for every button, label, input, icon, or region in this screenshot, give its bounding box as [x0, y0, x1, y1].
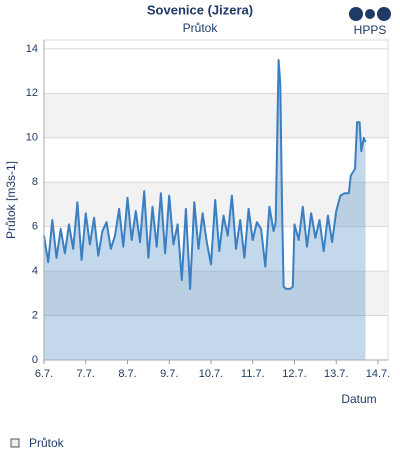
y-tick-label: 0: [32, 354, 38, 366]
area-fill: [44, 60, 366, 360]
chart-title: Sovenice (Jizera): [147, 2, 253, 17]
x-tick-label: 10.7.: [199, 368, 223, 380]
x-axis-label: Datum: [341, 392, 376, 406]
x-tick-label: 14.7.: [366, 368, 390, 380]
legend-label: Průtok: [29, 436, 65, 450]
y-axis-label: Průtok [m3s-1]: [4, 161, 18, 239]
logo-text: HPPS: [354, 23, 387, 37]
y-tick-label: 2: [32, 309, 38, 321]
logo: HPPS: [349, 7, 391, 37]
x-tick-label: 12.7.: [282, 368, 306, 380]
x-tick-label: 7.7.: [77, 368, 95, 380]
y-tick-label: 14: [26, 43, 38, 55]
x-tick-label: 13.7.: [324, 368, 348, 380]
grid-band: [44, 93, 388, 138]
x-tick-label: 11.7.: [241, 368, 265, 380]
x-tick-label: 6.7.: [35, 368, 53, 380]
y-tick-label: 6: [32, 221, 38, 233]
y-tick-label: 8: [32, 176, 38, 188]
x-tick-label: 8.7.: [118, 368, 136, 380]
chart-subtitle: Průtok: [183, 21, 219, 35]
y-tick-label: 10: [26, 132, 38, 144]
y-tick-label: 12: [26, 87, 38, 99]
legend-swatch: [10, 438, 20, 448]
grid-band: [44, 271, 388, 316]
x-tick-label: 9.7.: [160, 368, 178, 380]
line: [43, 59, 367, 290]
y-tick-label: 4: [32, 265, 38, 277]
